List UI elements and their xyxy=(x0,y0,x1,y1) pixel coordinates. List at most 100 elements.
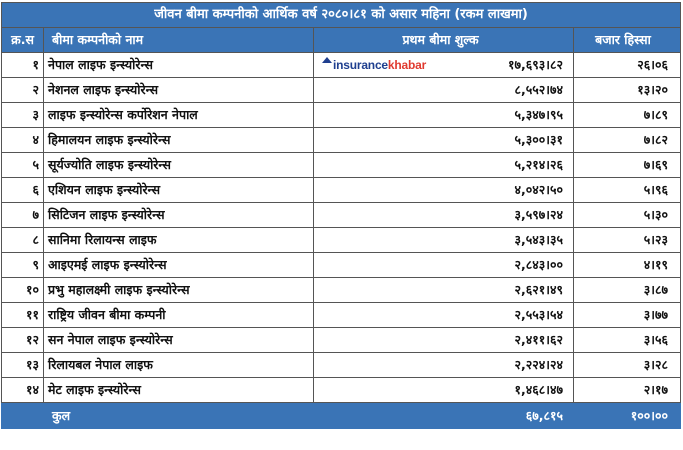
row-serial-number: २ xyxy=(1,77,44,103)
table-title: जीवन बीमा कम्पनीको आर्थिक वर्ष २०८०।८१ क… xyxy=(1,2,681,28)
total-premium: ६७,८१५ xyxy=(313,402,574,429)
row-market-share-text: ५।३० xyxy=(643,207,668,222)
row-company-name-text: सूर्यज्योति लाइफ इन्स्योरेन्स xyxy=(48,157,171,172)
row-first-premium: २,५५३।५४ xyxy=(313,302,574,328)
row-market-share: ५।९६ xyxy=(573,177,681,203)
row-company-name-text: नेशनल लाइफ इन्स्योरेन्स xyxy=(48,82,159,97)
row-first-premium-text: ४,०४२।५० xyxy=(514,182,564,197)
row-first-premium-text: ३,५९७।२४ xyxy=(514,207,564,222)
row-market-share-text: ७।८२ xyxy=(643,132,668,147)
row-company-name: आइएमई लाइफ इन्स्योरेन्स xyxy=(43,252,314,278)
row-company-name: सन नेपाल लाइफ इन्स्योरेन्स xyxy=(43,327,314,353)
table-row: ७ सिटिजन लाइफ इन्स्योरेन्स ३,५९७।२४ ५।३० xyxy=(1,202,681,228)
table-row: १२ सन नेपाल लाइफ इन्स्योरेन्स २,४११।६२ ३।५६ xyxy=(1,327,681,353)
row-serial-number: ७ xyxy=(1,202,44,228)
row-serial-number: ३ xyxy=(1,102,44,128)
row-company-name: हिमालयन लाइफ इन्स्योरेन्स xyxy=(43,127,314,153)
row-company-name-text: हिमालयन लाइफ इन्स्योरेन्स xyxy=(48,132,171,147)
table-row: ११ राष्ट्रिय जीवन बीमा कम्पनी २,५५३।५४ ३।७७ xyxy=(1,302,681,328)
row-serial-number: ४ xyxy=(1,127,44,153)
row-first-premium: ५,३४७।९५ xyxy=(313,102,574,128)
table-row: ६ एशियन लाइफ इन्स्योरेन्स ४,०४२।५० ५।९६ xyxy=(1,177,681,203)
row-serial-number-text: १४ xyxy=(25,382,39,397)
row-market-share-text: ७।८९ xyxy=(643,107,668,122)
row-serial-number-text: ९ xyxy=(32,257,39,272)
row-serial-number-text: ७ xyxy=(32,207,39,222)
row-market-share: ३।८७ xyxy=(573,277,681,303)
row-first-premium-text: ५,३००।३१ xyxy=(514,132,564,147)
row-market-share-text: ७।६९ xyxy=(643,157,668,172)
table-row: ३ लाइफ इन्स्योरेन्स कर्पोरेशन नेपाल ५,३४७।… xyxy=(1,102,681,128)
table-title-row: जीवन बीमा कम्पनीको आर्थिक वर्ष २०८०।८१ क… xyxy=(1,2,681,28)
table-row: ८ सानिमा रिलायन्स लाइफ ३,५४३।३५ ५।२३ xyxy=(1,227,681,253)
row-market-share: ५।२३ xyxy=(573,227,681,253)
row-market-share-text: ३।२८ xyxy=(643,357,668,372)
row-company-name: राष्ट्रिय जीवन बीमा कम्पनी xyxy=(43,302,314,328)
row-market-share: ७।८२ xyxy=(573,127,681,153)
row-market-share-text: १३।२० xyxy=(637,82,668,97)
row-serial-number: १३ xyxy=(1,352,44,378)
row-serial-number-text: १ xyxy=(32,57,39,72)
row-market-share: ३।७७ xyxy=(573,302,681,328)
header-serial-number: क्र.स xyxy=(1,27,44,53)
row-first-premium-text: १७,६९३।८२ xyxy=(508,57,563,72)
row-serial-number: ५ xyxy=(1,152,44,178)
row-first-premium: ८,५५२।७४ xyxy=(313,77,574,103)
row-serial-number: १० xyxy=(1,277,44,303)
row-market-share-text: ३।८७ xyxy=(643,282,668,297)
table-body: १ नेपाल लाइफ इन्स्योरेन्स १७,६९३।८२ insuran… xyxy=(1,52,681,403)
row-company-name: लाइफ इन्स्योरेन्स कर्पोरेशन नेपाल xyxy=(43,102,314,128)
row-company-name: नेपाल लाइफ इन्स्योरेन्स xyxy=(43,52,314,78)
row-company-name: मेट लाइफ इन्स्योरेन्स xyxy=(43,377,314,403)
header-market-share: बजार हिस्सा xyxy=(573,27,681,53)
row-first-premium: ३,५९७।२४ xyxy=(313,202,574,228)
row-serial-number: ६ xyxy=(1,177,44,203)
row-market-share-text: २६।०६ xyxy=(637,57,668,72)
header-company-name: बीमा कम्पनीको नाम xyxy=(43,27,314,53)
row-first-premium-text: २,४११।६२ xyxy=(514,332,564,347)
row-serial-number-text: १२ xyxy=(25,332,39,347)
row-first-premium-text: २,८४३।०० xyxy=(514,257,564,272)
row-market-share-text: २।१७ xyxy=(643,382,668,397)
insurancekhabar-watermark-logo: insurance khabar xyxy=(322,56,426,74)
row-company-name: सूर्यज्योति लाइफ इन्स्योरेन्स xyxy=(43,152,314,178)
table-row: २ नेशनल लाइफ इन्स्योरेन्स ८,५५२।७४ १३।२० xyxy=(1,77,681,103)
header-first-premium: प्रथम बीमा शुल्क xyxy=(313,27,574,53)
table-row: ९ आइएमई लाइफ इन्स्योरेन्स २,८४३।०० ४।१९ xyxy=(1,252,681,278)
row-first-premium-text: ५,२१४।२६ xyxy=(514,157,564,172)
row-company-name-text: सन नेपाल लाइफ इन्स्योरेन्स xyxy=(48,332,173,347)
row-first-premium: ४,०४२।५० xyxy=(313,177,574,203)
column-header-row: क्र.स बीमा कम्पनीको नाम प्रथम बीमा शुल्क… xyxy=(1,27,681,53)
row-first-premium: ३,५४३।३५ xyxy=(313,227,574,253)
row-market-share-text: ५।२३ xyxy=(643,232,668,247)
row-first-premium: ५,२१४।२६ xyxy=(313,152,574,178)
table-row: १३ रिलायबल नेपाल लाइफ २,२२४।२४ ३।२८ xyxy=(1,352,681,378)
row-first-premium-text: १,४६८।४७ xyxy=(514,382,564,397)
row-company-name-text: प्रभु महालक्ष्मी लाइफ इन्स्योरेन्स xyxy=(48,282,190,297)
row-serial-number-text: ८ xyxy=(32,232,39,247)
row-serial-number: ११ xyxy=(1,302,44,328)
row-company-name-text: नेपाल लाइफ इन्स्योरेन्स xyxy=(48,57,153,72)
row-market-share: २६।०६ xyxy=(573,52,681,78)
row-serial-number: १४ xyxy=(1,377,44,403)
row-company-name-text: सानिमा रिलायन्स लाइफ xyxy=(48,232,157,247)
row-serial-number-text: ५ xyxy=(32,157,39,172)
table-row: ५ सूर्यज्योति लाइफ इन्स्योरेन्स ५,२१४।२६ ७।… xyxy=(1,152,681,178)
row-company-name: प्रभु महालक्ष्मी लाइफ इन्स्योरेन्स xyxy=(43,277,314,303)
total-row: कुल ६७,८१५ १००।०० xyxy=(1,402,681,429)
row-first-premium-text: ३,५४३।३५ xyxy=(514,232,564,247)
row-company-name-text: रिलायबल नेपाल लाइफ xyxy=(48,357,153,372)
row-first-premium: २,४११।६२ xyxy=(313,327,574,353)
table-row: १ नेपाल लाइफ इन्स्योरेन्स १७,६९३।८२ insuran… xyxy=(1,52,681,78)
row-company-name-text: राष्ट्रिय जीवन बीमा कम्पनी xyxy=(48,307,166,322)
row-company-name: नेशनल लाइफ इन्स्योरेन्स xyxy=(43,77,314,103)
row-market-share: १३।२० xyxy=(573,77,681,103)
row-serial-number-text: ३ xyxy=(32,107,39,122)
row-first-premium-text: २,५५३।५४ xyxy=(514,307,564,322)
row-company-name-text: लाइफ इन्स्योरेन्स कर्पोरेशन नेपाल xyxy=(48,107,198,122)
row-market-share-text: ३।७७ xyxy=(643,307,668,322)
row-first-premium-text: ५,३४७।९५ xyxy=(514,107,564,122)
insurance-market-share-table: जीवन बीमा कम्पनीको आर्थिक वर्ष २०८०।८१ क… xyxy=(1,2,681,429)
row-market-share: ३।५६ xyxy=(573,327,681,353)
